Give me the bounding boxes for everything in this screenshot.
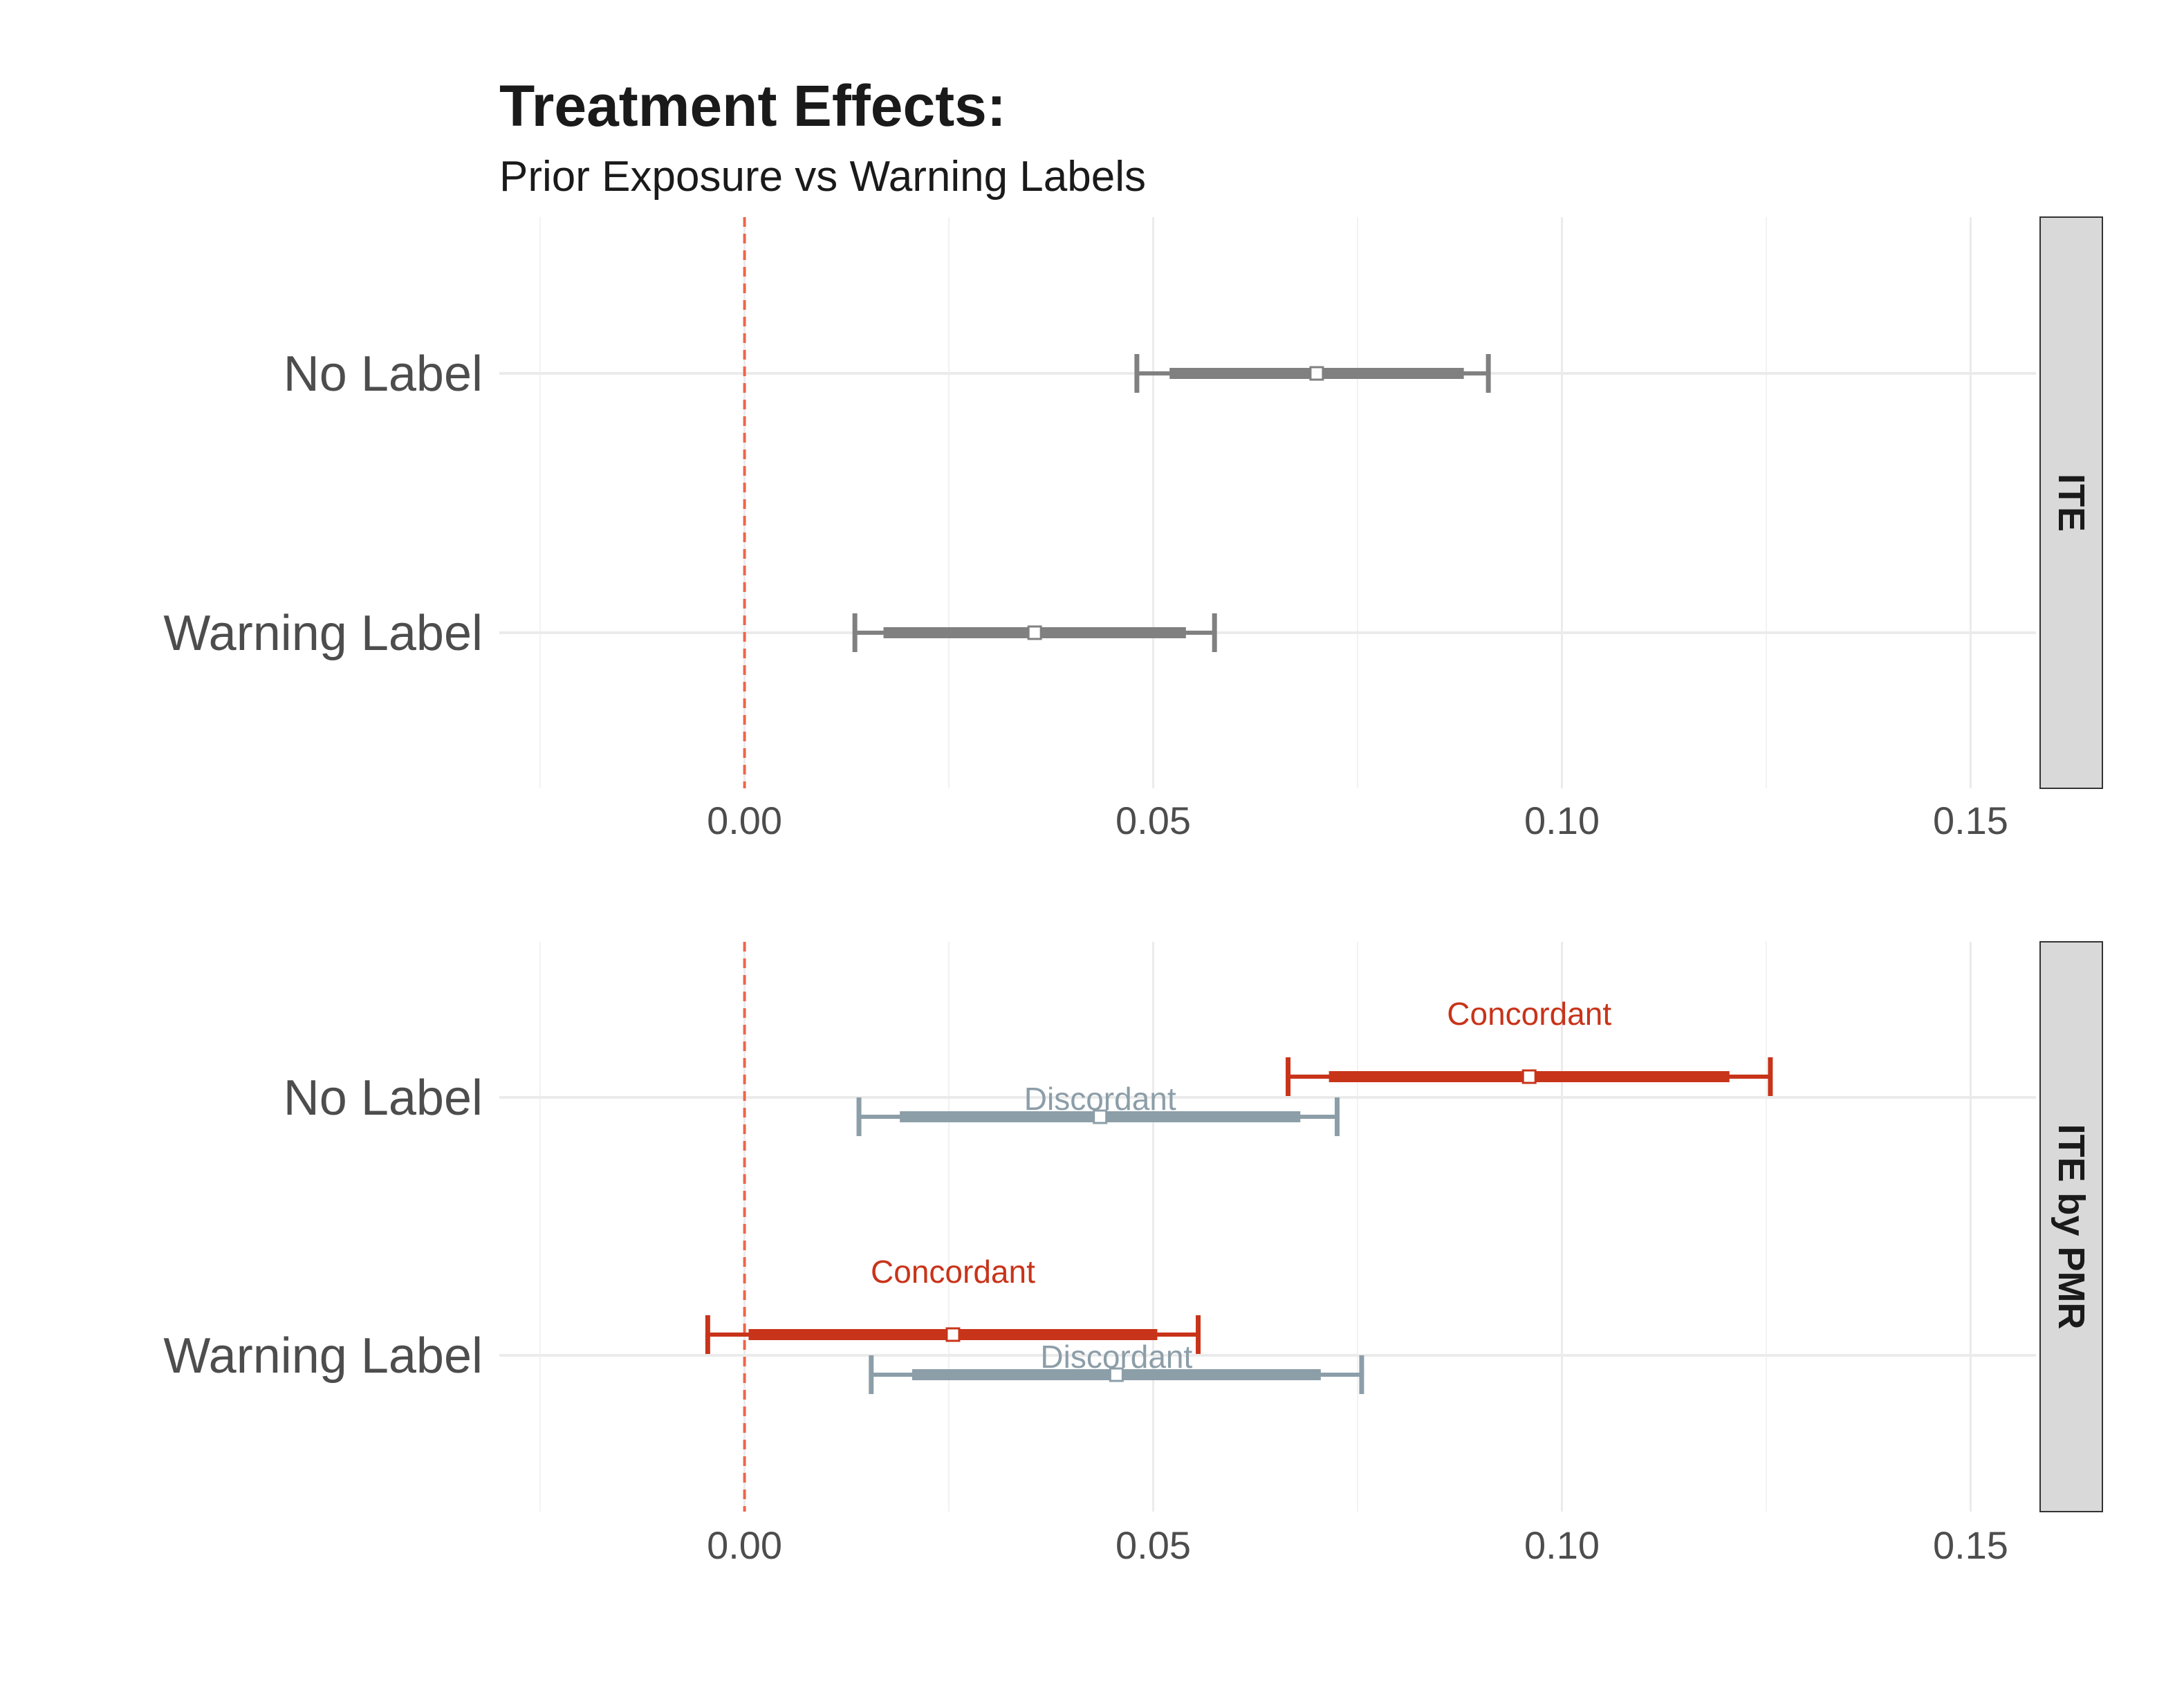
point-estimate [1093, 1109, 1108, 1124]
errorbar-concordant-no-label: Concordant [1286, 996, 1773, 1096]
x-tick-label: 0.15 [1933, 1523, 2008, 1567]
category-label: No Label [284, 346, 483, 402]
category-label: Warning Label [163, 1328, 483, 1384]
chart-title: Treatment Effects: [499, 73, 1006, 138]
point-estimate [1027, 625, 1042, 640]
x-tick-label: 0.05 [1116, 799, 1191, 842]
point-estimate [1309, 366, 1324, 381]
strip-label: ITE by PMR [2051, 1124, 2092, 1329]
category-label: Warning Label [163, 606, 483, 661]
panels-group: No Label Warning Label 0.00 0.05 0.10 0.15 ITE… [163, 216, 2103, 1567]
x-tick-label: 0.05 [1116, 1523, 1191, 1567]
chart-subtitle: Prior Exposure vs Warning Labels [499, 153, 1146, 201]
x-tick-label: 0.00 [707, 799, 782, 842]
series-label-concordant: Concordant [871, 1254, 1035, 1290]
errorbar-discordant-warning-label: Discordant [869, 1339, 1364, 1394]
point-estimate [1521, 1069, 1537, 1084]
x-tick-label: 0.15 [1933, 799, 2008, 842]
errorbar-warning-label [852, 613, 1217, 652]
series-label-discordant: Discordant [1040, 1339, 1192, 1375]
panel-2: No Label Warning Label 0.00 0.05 0.10 0.15 ITE… [163, 941, 2103, 1567]
point-estimate [945, 1327, 961, 1342]
series-label-concordant: Concordant [1447, 996, 1611, 1032]
errorbar-discordant-no-label: Discordant [856, 1081, 1340, 1136]
x-tick-label: 0.00 [707, 1523, 782, 1567]
errorbar-concordant-warning-label: Concordant [705, 1254, 1201, 1354]
strip-label: ITE [2051, 474, 2092, 532]
category-label: No Label [284, 1070, 483, 1126]
strip-background [2039, 941, 2103, 1512]
point-estimate [1109, 1367, 1124, 1382]
series-label-discordant: Discordant [1024, 1081, 1176, 1117]
x-tick-label: 0.10 [1524, 799, 1600, 842]
errorbar-no-label [1134, 354, 1491, 393]
panel-1: No Label Warning Label 0.00 0.05 0.10 0.15 ITE [163, 216, 2103, 842]
strip-background [2039, 216, 2103, 789]
x-tick-label: 0.10 [1524, 1523, 1600, 1567]
